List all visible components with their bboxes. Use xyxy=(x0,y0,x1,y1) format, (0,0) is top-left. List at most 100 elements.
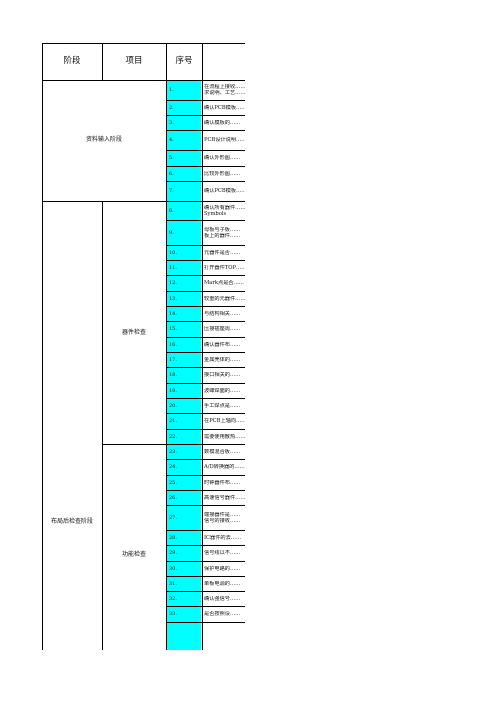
row-number: 30. xyxy=(169,566,177,572)
seq-highlight xyxy=(166,246,201,260)
seq-highlight xyxy=(166,384,201,398)
seq-highlight xyxy=(166,430,201,444)
col-line-b-header xyxy=(102,43,103,80)
row-divider xyxy=(166,576,245,577)
row-number: 1. xyxy=(169,87,174,93)
seq-highlight xyxy=(166,101,201,115)
row-text: 确认PCB模板…… xyxy=(204,188,245,194)
seq-highlight xyxy=(166,276,201,291)
row-text: 母板与子板…… xyxy=(204,227,241,233)
seq-highlight xyxy=(166,116,201,130)
seq-highlight xyxy=(166,338,201,352)
row-text: 时钟器件布…… xyxy=(204,480,241,486)
seq-highlight xyxy=(166,292,201,306)
row-text: 确认所有器件…… xyxy=(204,205,245,211)
row-number: 31. xyxy=(169,581,177,587)
seq-highlight xyxy=(166,607,201,622)
row-divider xyxy=(166,591,245,592)
row-divider xyxy=(166,530,245,531)
row-text: 高速信号器件…… xyxy=(204,495,245,501)
seq-highlight xyxy=(166,151,201,166)
row-divider xyxy=(166,413,245,414)
row-text: 在PCB上轴向…… xyxy=(204,418,245,424)
row-divider xyxy=(166,100,245,101)
seq-highlight xyxy=(166,460,201,475)
row-divider xyxy=(166,429,245,430)
row-divider xyxy=(166,245,245,246)
seq-highlight xyxy=(166,322,201,337)
row-divider xyxy=(166,490,245,491)
row-divider xyxy=(166,181,245,182)
row-divider xyxy=(166,475,245,476)
row-text: 端接器件是…… xyxy=(204,512,241,518)
row-text: Mark点是否…… xyxy=(204,280,244,286)
row-text: 压接插座周…… xyxy=(204,326,241,332)
row-text: 手工焊点是…… xyxy=(204,403,241,409)
row-number: 25. xyxy=(169,480,177,486)
row-number: 9. xyxy=(169,230,174,236)
row-text: 确认外形图…… xyxy=(204,155,241,161)
seq-highlight xyxy=(166,577,201,591)
seq-highlight xyxy=(166,592,201,606)
row-text: 元器件是否…… xyxy=(204,250,241,256)
seq-highlight xyxy=(166,491,201,505)
seq-highlight xyxy=(166,307,201,321)
seq-highlight xyxy=(166,353,201,367)
seq-highlight xyxy=(166,476,201,490)
row-text: 接口相关的…… xyxy=(204,372,241,378)
row-divider xyxy=(166,260,245,261)
row-divider xyxy=(166,275,245,276)
row-divider xyxy=(166,606,245,607)
row-text: PCB设计说明…… xyxy=(204,137,245,143)
header-item: 项目 xyxy=(125,56,143,66)
header-top-line xyxy=(42,43,245,44)
col-line-a xyxy=(42,43,43,650)
header-bottom-line xyxy=(42,80,245,81)
seq-highlight xyxy=(166,368,201,383)
row-number: 14. xyxy=(169,311,177,317)
row-divider xyxy=(166,398,245,399)
seq-highlight xyxy=(166,506,201,530)
row-text: 数模混合板…… xyxy=(204,449,241,455)
group-input-stage: 资料输入阶段 xyxy=(85,136,122,143)
row-divider xyxy=(166,459,245,460)
row-text: 确认器件布…… xyxy=(204,342,241,348)
row-text: 确认强信号…… xyxy=(204,596,241,602)
seq-highlight xyxy=(166,182,201,201)
row-text: 较重的元器件…… xyxy=(204,296,245,302)
row-divider xyxy=(102,444,245,445)
row-divider xyxy=(166,367,245,368)
seq-highlight xyxy=(166,414,201,429)
row-divider xyxy=(166,306,245,307)
row-text: 比较外形图…… xyxy=(204,171,241,177)
seq-highlight xyxy=(166,261,201,275)
row-number: 26. xyxy=(169,495,177,501)
row-number: 27. xyxy=(169,515,177,521)
row-text: 打开器件TOP…… xyxy=(204,265,245,271)
row-text: 在流程上接收…… xyxy=(204,84,245,90)
header-stage: 阶段 xyxy=(63,56,81,66)
row-divider xyxy=(166,622,245,623)
col-line-d xyxy=(202,43,203,650)
row-divider xyxy=(166,150,245,151)
row-divider xyxy=(42,201,245,202)
seq-highlight xyxy=(166,399,201,413)
row-number: 3. xyxy=(169,120,174,126)
row-number: 32. xyxy=(169,596,177,602)
row-divider xyxy=(166,337,245,338)
seq-highlight xyxy=(166,81,201,100)
row-number: 23. xyxy=(169,449,177,455)
row-number: 15. xyxy=(169,326,177,332)
row-divider xyxy=(166,115,245,116)
row-number: 6. xyxy=(169,171,174,177)
row-number: 5. xyxy=(169,155,174,161)
row-number: 16. xyxy=(169,342,177,348)
row-text-line2: Symbols xyxy=(204,211,227,217)
row-number: 17. xyxy=(169,357,177,363)
seq-highlight xyxy=(166,562,201,576)
row-text: 保护电路的…… xyxy=(204,566,241,572)
seq-highlight xyxy=(166,167,201,181)
row-text: 与结构相关…… xyxy=(204,311,241,317)
row-number: 18. xyxy=(169,372,177,378)
